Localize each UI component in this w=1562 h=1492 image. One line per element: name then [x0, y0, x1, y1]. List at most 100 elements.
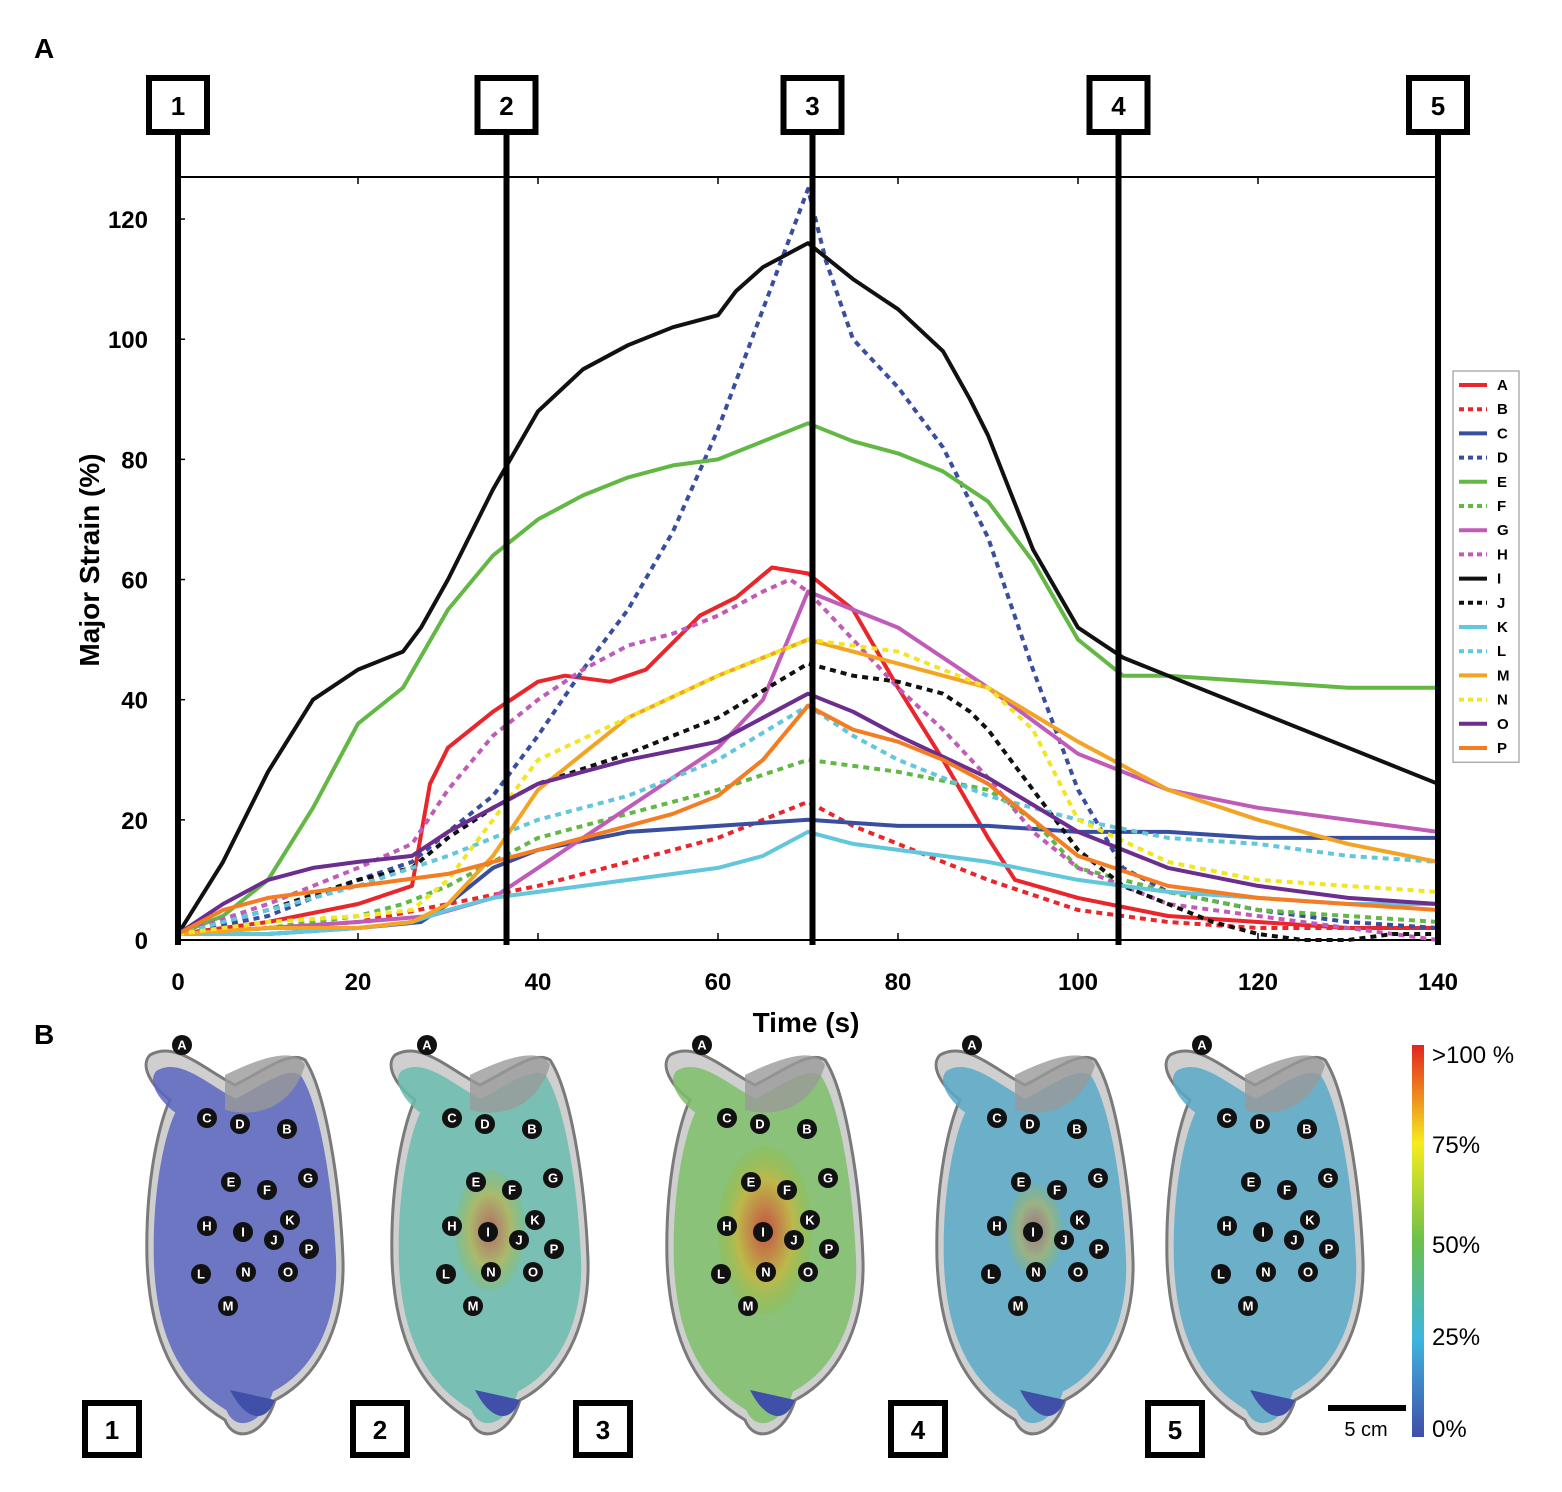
point-marker-e [466, 1172, 486, 1192]
x-axis-title: Time (s) [753, 1007, 860, 1038]
point-marker-j [264, 1230, 284, 1250]
series-line-i [176, 241, 1439, 936]
point-label-k: K [530, 1213, 540, 1228]
point-label-l: L [717, 1267, 725, 1282]
point-label-f: F [508, 1183, 516, 1198]
point-marker-e [221, 1172, 241, 1192]
legend-label-j: J [1497, 595, 1505, 612]
point-marker-n [756, 1262, 776, 1282]
point-marker-m [1238, 1296, 1258, 1316]
point-label-h: H [722, 1219, 731, 1234]
legend-label-a: A [1497, 377, 1508, 394]
point-label-k: K [285, 1213, 295, 1228]
point-label-d: D [480, 1117, 489, 1132]
point-marker-h [717, 1216, 737, 1236]
point-label-c: C [992, 1111, 1002, 1126]
point-marker-o [798, 1262, 818, 1282]
point-marker-o [1298, 1262, 1318, 1282]
point-marker-i [233, 1222, 253, 1242]
point-label-n: N [486, 1265, 495, 1280]
strain-overlay [1173, 1066, 1357, 1424]
point-label-d: D [1255, 1117, 1264, 1132]
point-marker-a [962, 1035, 982, 1055]
point-label-i: I [1031, 1225, 1035, 1240]
series-line-b [177, 799, 1438, 936]
point-marker-o [278, 1262, 298, 1282]
stage-box-2 [474, 75, 539, 135]
y-tick-label: 100 [108, 327, 148, 354]
point-marker-b [1297, 1119, 1317, 1139]
point-marker-a [692, 1035, 712, 1055]
x-tick-label: 0 [171, 969, 184, 996]
panel-b-label: B [34, 1019, 54, 1050]
point-marker-a [417, 1035, 437, 1055]
point-label-p: P [1325, 1242, 1334, 1257]
image-stage-box-4 [888, 1400, 948, 1458]
point-marker-d [1020, 1114, 1040, 1134]
point-label-m: M [1243, 1299, 1254, 1314]
point-marker-p [1319, 1239, 1339, 1259]
scale-bar: 5 cm [1328, 1405, 1406, 1441]
point-marker-e [1241, 1172, 1261, 1192]
point-label-l: L [442, 1267, 450, 1282]
clamp-region [470, 1055, 550, 1113]
x-tick-label: 40 [525, 969, 552, 996]
point-marker-b [1067, 1119, 1087, 1139]
legend-label-k: K [1497, 619, 1508, 636]
point-marker-f [1047, 1180, 1067, 1200]
point-label-l: L [197, 1267, 205, 1282]
point-label-o: O [1073, 1265, 1083, 1280]
point-label-p: P [1095, 1242, 1104, 1257]
point-label-h: H [1222, 1219, 1231, 1234]
point-marker-i [1253, 1222, 1273, 1242]
tissue-image-4: A B C D E F G H I JK L M N OP 4 [888, 1035, 1135, 1458]
point-marker-i [753, 1222, 773, 1242]
stage-label-5: 5 [1431, 91, 1445, 121]
colorbar-gradient [1412, 1045, 1424, 1437]
image-stage-label-5: 5 [1168, 1415, 1182, 1445]
point-marker-j [1054, 1230, 1074, 1250]
legend-label-p: P [1497, 740, 1507, 757]
point-marker-k [1300, 1210, 1320, 1230]
series-line-f [177, 757, 1439, 936]
point-marker-a [172, 1035, 192, 1055]
point-label-h: H [202, 1219, 211, 1234]
x-tick-label: 20 [345, 969, 372, 996]
point-marker-h [442, 1216, 462, 1236]
point-label-d: D [235, 1117, 244, 1132]
legend-label-h: H [1497, 546, 1508, 563]
tissue-tail [230, 1390, 275, 1417]
legend-label-c: C [1497, 425, 1508, 442]
image-stage-label-2: 2 [373, 1415, 387, 1445]
point-label-a: A [422, 1038, 432, 1053]
point-label-n: N [1031, 1265, 1040, 1280]
tissue-image-1: A B C D E F G H I JK L M N OP 1 [82, 1035, 345, 1458]
point-marker-m [1008, 1296, 1028, 1316]
point-label-b: B [802, 1122, 811, 1137]
point-marker-c [1217, 1108, 1237, 1128]
point-marker-b [797, 1119, 817, 1139]
image-stage-box-3 [573, 1400, 633, 1458]
point-marker-k [280, 1210, 300, 1230]
x-tick-label: 60 [705, 969, 732, 996]
series-line-o [176, 691, 1439, 936]
point-label-p: P [550, 1242, 559, 1257]
legend-label-b: B [1497, 401, 1508, 418]
point-marker-d [1250, 1114, 1270, 1134]
tick-labels: 0 20 40 60 80 100 120 140 0 20 40 60 80 100 120 [108, 207, 1458, 996]
point-label-g: G [1323, 1171, 1333, 1186]
legend-label-d: D [1497, 450, 1508, 467]
point-label-b: B [527, 1122, 536, 1137]
point-marker-h [987, 1216, 1007, 1236]
point-marker-g [298, 1168, 318, 1188]
clamp-region [225, 1055, 305, 1113]
point-label-o: O [528, 1265, 538, 1280]
point-marker-j [784, 1230, 804, 1250]
stage-box-3 [780, 75, 845, 135]
point-label-l: L [1217, 1267, 1225, 1282]
colorbar-label-25: 25% [1432, 1324, 1480, 1351]
point-marker-c [717, 1108, 737, 1128]
x-tick-label: 80 [885, 969, 912, 996]
